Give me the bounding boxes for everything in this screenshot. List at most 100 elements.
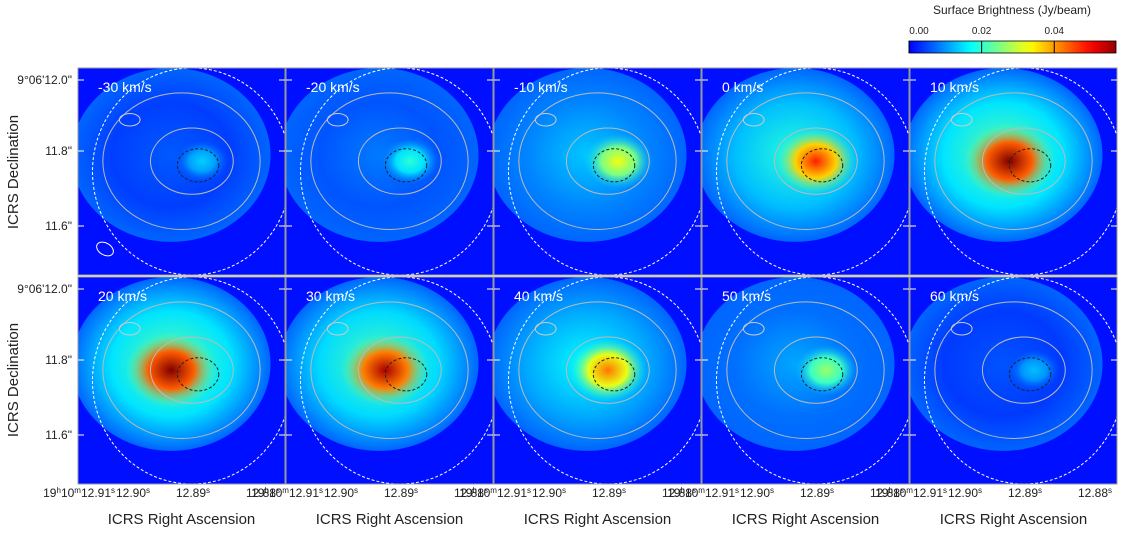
x-tick-part: s <box>692 486 696 495</box>
x-tick-part: h <box>888 486 892 495</box>
x-tick-part: m <box>906 486 913 495</box>
channel-label: -20 km/s <box>306 79 360 95</box>
contour <box>310 301 469 439</box>
channel-panel: -20 km/s <box>285 67 494 276</box>
emission-core <box>176 140 229 183</box>
x-tick-label: 12.88s <box>870 486 904 501</box>
x-axis-label: ICRS Right Ascension <box>108 511 256 528</box>
y-tick-label: 11.8" <box>45 353 72 367</box>
x-tick-label: 12.88s <box>662 486 696 501</box>
x-tick-label: 19h10m12.91s <box>43 486 115 501</box>
emission-core <box>774 127 857 195</box>
x-tick-part: s <box>414 486 418 495</box>
panel-frame <box>909 67 1118 276</box>
emission-core <box>381 137 439 185</box>
x-tick-part: m <box>490 486 497 495</box>
colorbar-tick-label: 0.02 <box>972 26 992 37</box>
x-tick-label: 12.89s <box>800 486 834 501</box>
contour <box>742 322 765 336</box>
contour <box>176 148 220 183</box>
y-tick-label: 11.8" <box>45 144 72 158</box>
x-tick-label: 19h10m12.91s <box>667 486 739 501</box>
contour <box>800 148 844 183</box>
contour <box>518 301 677 439</box>
x-tick-part: 12.88 <box>662 486 692 500</box>
channel-panel: 30 km/s <box>285 276 494 485</box>
x-tick-part: s <box>770 486 774 495</box>
x-tick-part: 19 <box>459 486 473 500</box>
x-tick-part: s <box>978 486 982 495</box>
contour <box>534 322 557 336</box>
colorbar-title: Surface Brightness (Jy/beam) <box>933 3 1091 17</box>
colorbar <box>908 40 1117 54</box>
x-axis-label: ICRS Right Ascension <box>524 511 672 528</box>
contour <box>102 301 261 439</box>
x-tick-part: s <box>276 486 280 495</box>
channel-label: 40 km/s <box>514 288 563 304</box>
panel-frame <box>909 276 1118 485</box>
contour <box>102 92 261 230</box>
x-tick-part: 10 <box>61 486 75 500</box>
x-tick-part: s <box>1038 486 1042 495</box>
x-tick-part: 12.91 <box>913 486 943 500</box>
panel-frame <box>701 67 910 276</box>
x-tick-part: 12.88 <box>454 486 484 500</box>
x-tick-label: 12.89s <box>592 486 626 501</box>
colorbar-tick-label: 0.04 <box>1045 26 1065 37</box>
x-tick-part: 12.88 <box>870 486 900 500</box>
channel-panel: 40 km/s <box>493 276 702 485</box>
emission-core <box>963 123 1055 199</box>
x-tick-part: 12.90 <box>532 486 562 500</box>
contour <box>981 336 1066 404</box>
x-tick-part: m <box>282 486 289 495</box>
channel-label: -30 km/s <box>98 79 152 95</box>
contour <box>384 357 428 392</box>
contour <box>326 113 349 127</box>
contour <box>1008 357 1052 392</box>
beam <box>96 241 114 257</box>
x-axis-label: ICRS Right Ascension <box>316 511 464 528</box>
x-tick-part: 12.91 <box>81 486 111 500</box>
x-tick-part: s <box>354 486 358 495</box>
contour <box>565 336 650 404</box>
contour <box>742 113 765 127</box>
contour <box>800 357 844 392</box>
y-tick-label: 11.6" <box>45 219 72 233</box>
contour <box>118 113 141 127</box>
x-tick-label: 12.89s <box>384 486 418 501</box>
channel-label: 60 km/s <box>930 288 979 304</box>
channel-panel: 60 km/s <box>909 276 1118 485</box>
x-tick-label: 12.90s <box>116 486 150 501</box>
x-tick-part: s <box>735 486 739 495</box>
contour <box>950 113 973 127</box>
contour <box>176 357 220 392</box>
x-tick-part: h <box>472 486 476 495</box>
x-tick-part: 10 <box>893 486 907 500</box>
contour <box>357 127 442 195</box>
contour <box>310 92 469 230</box>
x-tick-part: 12.89 <box>384 486 414 500</box>
channel-label: -10 km/s <box>514 79 568 95</box>
x-tick-label: 12.90s <box>740 486 774 501</box>
contour <box>534 113 557 127</box>
x-tick-part: 10 <box>685 486 699 500</box>
x-tick-part: 19 <box>667 486 681 500</box>
channel-label: 20 km/s <box>98 288 147 304</box>
emission-core <box>341 333 430 407</box>
panel-frame <box>493 67 702 276</box>
contour <box>934 301 1093 439</box>
contour <box>518 92 677 230</box>
contour <box>773 336 858 404</box>
contour <box>357 336 442 404</box>
x-tick-label: 12.88s <box>1078 486 1112 501</box>
x-tick-part: 12.89 <box>592 486 622 500</box>
x-tick-part: 12.91 <box>497 486 527 500</box>
x-tick-part: 12.89 <box>1008 486 1038 500</box>
x-tick-label: 12.88s <box>246 486 280 501</box>
x-tick-label: 12.90s <box>324 486 358 501</box>
channel-label: 0 km/s <box>722 79 763 95</box>
contour <box>934 92 1093 230</box>
emission-core <box>1008 349 1060 391</box>
panel-frame <box>77 276 286 485</box>
